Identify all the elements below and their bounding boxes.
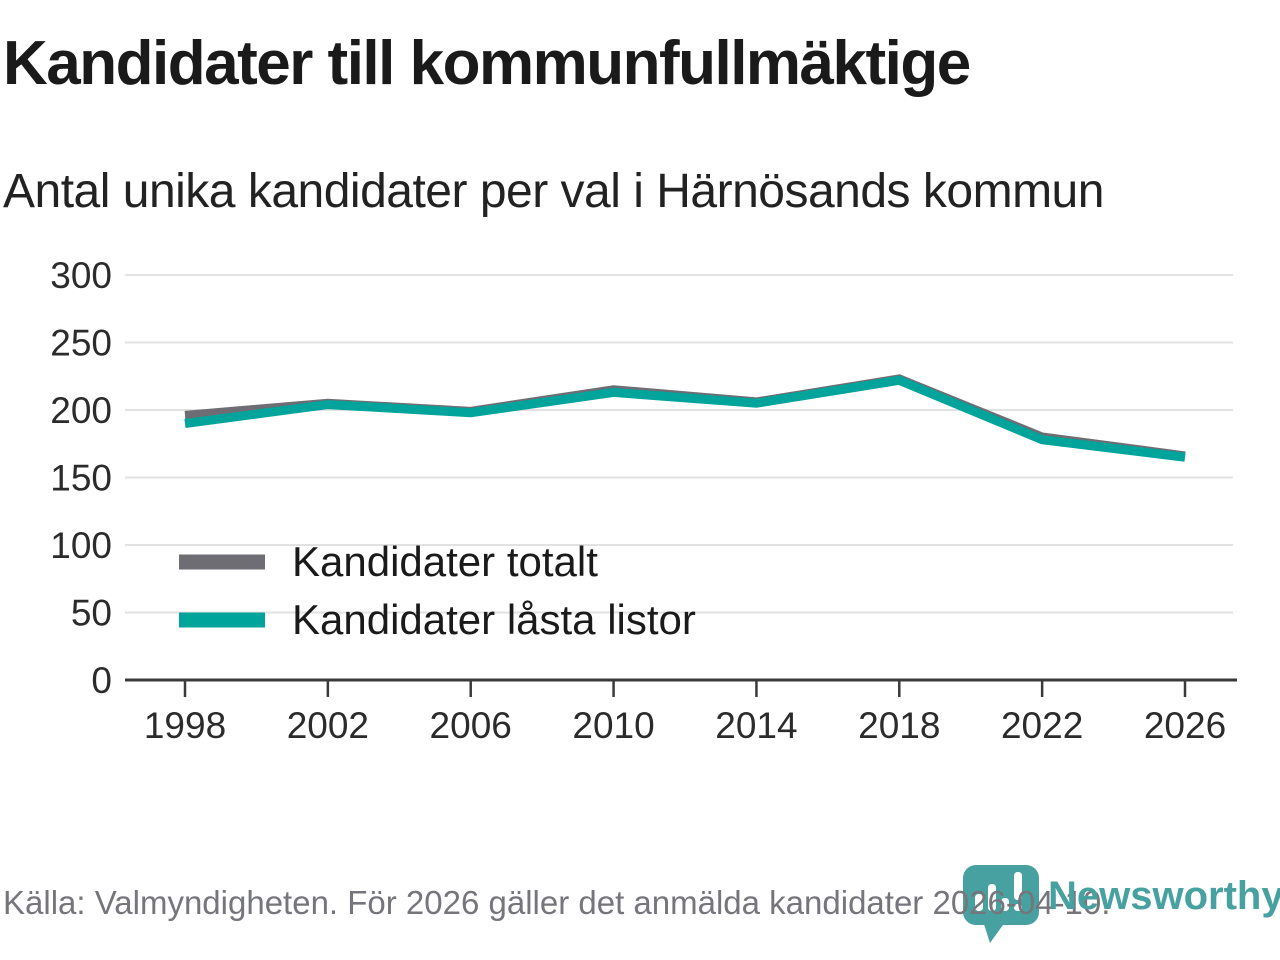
y-tick-label: 300: [50, 255, 112, 296]
x-tick-label: 2010: [572, 705, 654, 746]
chart-svg: 1998 2002 2006 2010 2014 2018 2022 2026 0 50 100 15…: [50, 255, 1237, 746]
y-tick-label: 200: [50, 390, 112, 431]
y-tick-label: 100: [50, 525, 112, 566]
chart-subtitle: Antal unika kandidater per val i Härnösa…: [3, 165, 1104, 218]
legend-label-0: Kandidater totalt: [292, 538, 598, 585]
y-tick-label: 0: [91, 660, 112, 701]
y-tick-label: 50: [71, 593, 112, 634]
x-tick-label: 2022: [1001, 705, 1083, 746]
x-tick-label: 2026: [1144, 705, 1226, 746]
x-tick-label: 2006: [430, 705, 512, 746]
series-line-1: [184, 375, 1186, 462]
series-line-0: [184, 374, 1186, 461]
y-tick-label: 250: [50, 323, 112, 364]
x-tick-label: 2014: [715, 705, 797, 746]
y-tick-label: 150: [50, 458, 112, 499]
page-title: Kandidater till kommunfullmäktige: [3, 29, 971, 98]
source-note: Källa: Valmyndigheten. För 2026 gäller d…: [3, 884, 1111, 921]
newsworthy-pin-barchart-icon: [963, 865, 1039, 943]
legend-label-1: Kandidater låsta listor: [292, 596, 696, 643]
x-tick-label: 2018: [858, 705, 940, 746]
x-tick-label: 1998: [144, 705, 226, 746]
newsworthy-wordmark: Newsworthy: [1048, 874, 1280, 918]
x-tick-label: 2002: [287, 705, 369, 746]
